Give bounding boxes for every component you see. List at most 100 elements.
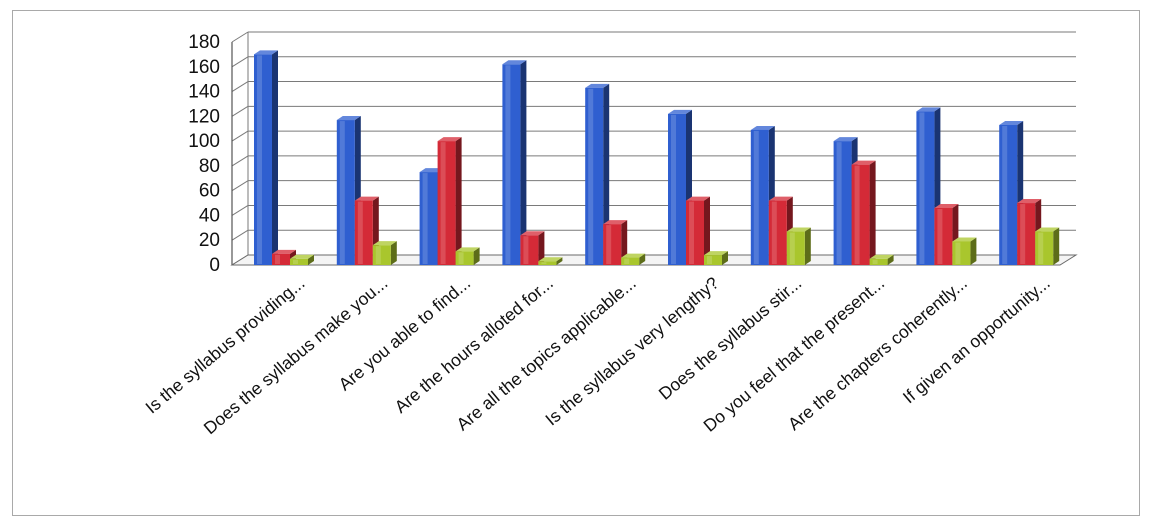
bar-front	[916, 111, 935, 265]
bar-highlight	[505, 65, 511, 264]
bar-top	[934, 204, 959, 209]
bar-front	[336, 120, 355, 265]
bar-highlight	[789, 232, 795, 264]
bar-side	[603, 83, 610, 265]
bar-top	[668, 109, 692, 114]
bar-highlight	[919, 112, 925, 264]
bar	[952, 237, 977, 265]
bar-front	[934, 208, 953, 265]
bar-highlight	[624, 258, 630, 264]
bar	[786, 227, 811, 265]
bar	[585, 83, 610, 265]
bar-front	[290, 258, 308, 265]
gridline-depth	[231, 105, 249, 117]
bar-top	[621, 253, 646, 258]
bar-front	[1035, 231, 1054, 265]
bar-front	[833, 141, 852, 265]
bar-top	[372, 241, 397, 246]
bar-top	[455, 247, 480, 252]
bar-highlight	[1020, 204, 1026, 264]
bar-highlight	[753, 130, 759, 264]
bar-front	[372, 245, 391, 265]
bar-highlight	[671, 114, 676, 264]
bar-front	[538, 261, 557, 265]
bar	[520, 231, 545, 265]
y-tick-label: 160	[188, 57, 220, 78]
bar-highlight	[707, 256, 712, 264]
bar-side	[473, 247, 480, 265]
bar-highlight	[293, 259, 298, 264]
bar-highlight	[955, 242, 961, 264]
bar-highlight	[854, 165, 860, 264]
bar-highlight	[606, 225, 612, 264]
bar-side	[639, 253, 646, 265]
bar-front	[603, 224, 622, 265]
bar-front	[502, 64, 521, 265]
bar-highlight	[836, 142, 842, 264]
bar-front	[704, 255, 722, 265]
bar-highlight	[1002, 126, 1008, 264]
y-tick-label: 120	[188, 106, 220, 127]
bar-highlight	[375, 246, 381, 264]
x-category-label: Is the syllabus very lengthy?	[541, 273, 722, 430]
y-tick-label: 180	[188, 32, 220, 53]
y-tick-label: 20	[199, 230, 220, 251]
bar-top	[833, 137, 858, 142]
bar-side	[538, 231, 545, 265]
bars	[254, 50, 1060, 266]
gridline-depth	[231, 229, 249, 241]
bar	[1035, 227, 1060, 265]
bar-highlight	[357, 201, 363, 264]
bar-highlight	[339, 121, 345, 264]
bar-top	[952, 237, 977, 242]
bar-highlight	[440, 142, 446, 264]
bar-top	[916, 107, 941, 112]
gridline-depth	[231, 81, 249, 92]
bar-front	[585, 87, 604, 265]
bar-highlight	[588, 88, 594, 264]
x-category-label: If given an opportunity...	[899, 273, 1054, 408]
gridline-depth	[231, 130, 249, 142]
bar-front	[750, 129, 769, 265]
bar	[621, 253, 646, 265]
bar-front	[851, 164, 870, 265]
bar-side	[887, 254, 894, 265]
bar	[254, 50, 278, 266]
bar-highlight	[275, 254, 280, 264]
bar-side	[390, 241, 397, 265]
bar-side	[722, 251, 728, 265]
bar-top	[254, 50, 278, 55]
bar	[686, 196, 710, 265]
bar	[372, 241, 397, 265]
bar-top	[750, 125, 775, 130]
bar-top	[354, 196, 379, 201]
bar-front	[254, 54, 272, 266]
bar-side	[520, 60, 527, 265]
bar-top	[786, 227, 811, 232]
bar	[851, 160, 876, 265]
bar-top	[603, 220, 628, 225]
gridline-depth	[231, 180, 249, 192]
bar-front	[621, 257, 640, 265]
bar-side	[1053, 227, 1060, 265]
bar	[437, 137, 462, 265]
gridline-depth	[231, 31, 249, 43]
bar-top	[851, 160, 876, 165]
bar-front	[768, 200, 787, 265]
gridline-depth	[231, 155, 249, 167]
bar-front	[869, 258, 888, 265]
bar	[538, 257, 563, 265]
bar-top	[290, 254, 314, 259]
bar-highlight	[689, 201, 694, 264]
bar-top	[999, 121, 1024, 126]
bar-highlight	[422, 173, 428, 264]
bar-side	[272, 50, 278, 266]
bar-front	[686, 200, 704, 265]
bar-highlight	[541, 262, 547, 264]
bar-top	[1035, 227, 1060, 232]
bar-top	[704, 251, 728, 256]
bar-highlight	[872, 259, 878, 264]
bar-side	[869, 160, 876, 265]
bar-top	[869, 254, 894, 259]
